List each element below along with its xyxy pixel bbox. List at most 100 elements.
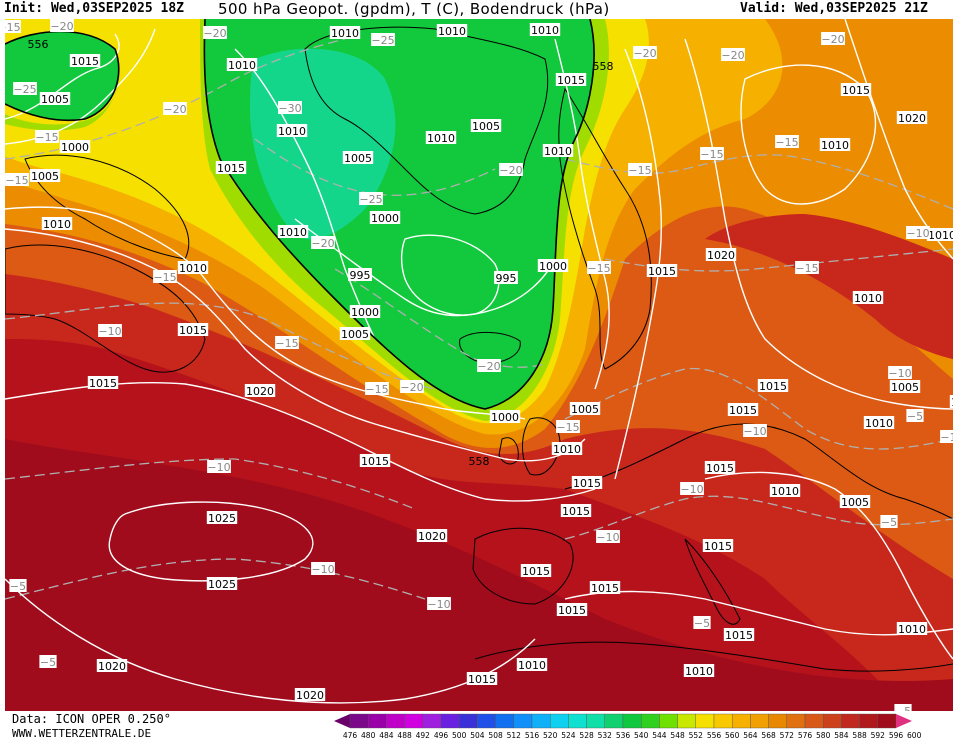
pressure-label-box — [349, 305, 381, 318]
pressure-label-box — [69, 54, 101, 67]
temperature-label-box — [275, 336, 299, 349]
temperature-label-text: −15 — [5, 21, 21, 34]
pressure-label-box — [215, 161, 247, 174]
pressure-label: 1010 — [819, 138, 851, 152]
contour-label-text: 556 — [28, 38, 49, 51]
scale-swatch — [495, 713, 515, 729]
temperature-label: −10 — [680, 482, 704, 496]
pressure-label-text: 1015 — [591, 582, 619, 595]
pressure-label-box — [646, 264, 678, 277]
scale-swatch — [677, 713, 697, 729]
pressure-label: 1005 — [342, 151, 374, 165]
pressure-label: 1010 — [863, 416, 895, 430]
scale-tick-label: 536 — [615, 731, 631, 740]
pressure-label-box — [59, 140, 91, 153]
temperature-label-box — [556, 420, 580, 433]
pressure-label: 1015 — [949, 395, 953, 409]
scale-tick-label: 600 — [907, 731, 922, 740]
temperature-label-text: −20 — [721, 49, 744, 62]
scale-left-arrow — [334, 714, 350, 728]
pressure-label: 1020 — [705, 248, 737, 262]
pressure-label: 1015 — [757, 379, 789, 393]
scale-tick-label: 496 — [433, 731, 449, 740]
temperature-label-text: −25 — [359, 193, 382, 206]
pressure-label-text: 1010 — [771, 485, 799, 498]
color-scale-bar — [334, 713, 912, 729]
temperature-label: −20 — [721, 48, 745, 62]
pressure-label-text: 1015 — [648, 265, 676, 278]
temperature-label-text: −10 — [596, 531, 619, 544]
temperature-label-box — [888, 366, 912, 379]
pressure-label-box — [949, 395, 953, 408]
pressure-label: 1010 — [542, 144, 574, 158]
temperature-label-box — [906, 226, 930, 239]
pressure-label: 1010 — [177, 261, 209, 275]
temperature-label: −10 — [207, 460, 231, 474]
pressure-label: 1005 — [29, 169, 61, 183]
europe-coast — [564, 423, 953, 520]
temperature-label-box — [13, 82, 37, 95]
scale-swatch — [786, 713, 806, 729]
temperature-label-text: −25 — [13, 83, 36, 96]
scale-tick-label: 484 — [379, 731, 394, 740]
pressure-label-box — [560, 504, 592, 517]
scale-swatch — [622, 713, 642, 729]
pressure-label-text: 1015 — [562, 505, 590, 518]
greenland-coast — [304, 26, 549, 215]
scale-tick-label: 540 — [634, 731, 649, 740]
weather-map[interactable]: 1010 1010 1010 1015 1005 1010 1010 1010 1005 1015… — [5, 19, 953, 711]
pressure-label: 1010 — [683, 664, 715, 678]
pressure-label-box — [840, 83, 872, 96]
temperature-label: −10 — [940, 430, 953, 444]
temperature-label-box — [721, 48, 745, 61]
shade-green-west — [5, 31, 119, 121]
pressure-label-box — [206, 577, 238, 590]
temperature-label-box — [633, 46, 657, 59]
temperature-label-box — [499, 163, 523, 176]
temperature-label-box — [311, 562, 335, 575]
pressure-label-text: 1015 — [704, 540, 732, 553]
pressure-label-box — [96, 659, 128, 672]
scale-tick-label: 560 — [725, 731, 740, 740]
iberia-coast — [472, 527, 574, 605]
temperature-label: −20 — [50, 19, 74, 33]
temperature-label: −20 — [633, 46, 657, 60]
scale-tick-label: 492 — [415, 731, 430, 740]
pressure-label-text: 1020 — [296, 689, 324, 702]
pressure-label: 1015 — [589, 581, 621, 595]
pressure-label: 1020 — [896, 111, 928, 125]
pressure-label-text: 1015 — [951, 396, 953, 409]
scale-swatch — [404, 713, 423, 729]
pressure-label-box — [494, 271, 518, 284]
pressure-label: 1010 — [551, 442, 583, 456]
temperature-label: −20 — [821, 32, 845, 46]
temperature-label-box — [821, 32, 845, 45]
pressure-label-text: 1010 — [928, 229, 953, 242]
scale-tick-label: 564 — [743, 731, 758, 740]
pressure-label-text: 1015 — [361, 455, 389, 468]
temperature-label-text: −15 — [5, 174, 28, 187]
pressure-label-box — [276, 124, 308, 137]
pressure-label: 1000 — [369, 211, 401, 225]
temperature-label: −20 — [163, 102, 187, 116]
pressure-label-text: 1000 — [61, 141, 89, 154]
temperature-label: −15 — [275, 336, 299, 350]
pressure-label-box — [226, 58, 258, 71]
temperature-label-text: −10 — [427, 598, 450, 611]
temperature-label-box — [693, 616, 711, 629]
scale-swatch — [859, 713, 878, 729]
pressure-label-box — [177, 261, 209, 274]
pressure-label-box — [683, 664, 715, 677]
pressure-label-text: 1000 — [491, 411, 519, 424]
pressure-label-box — [589, 581, 621, 594]
temperature-label: −10 — [743, 424, 767, 438]
temperature-label-text: −5 — [10, 580, 26, 593]
scale-swatch — [713, 713, 733, 729]
scale-swatch — [477, 713, 496, 729]
pressure-label-box — [926, 228, 953, 241]
pressure-label-text: 1005 — [571, 403, 599, 416]
valid-time-label: Valid: Wed,03SEP2025 21Z — [740, 1, 928, 16]
pressure-label: 1000 — [59, 140, 91, 154]
pressure-label-box — [896, 111, 928, 124]
pressure-label-box — [569, 402, 601, 415]
